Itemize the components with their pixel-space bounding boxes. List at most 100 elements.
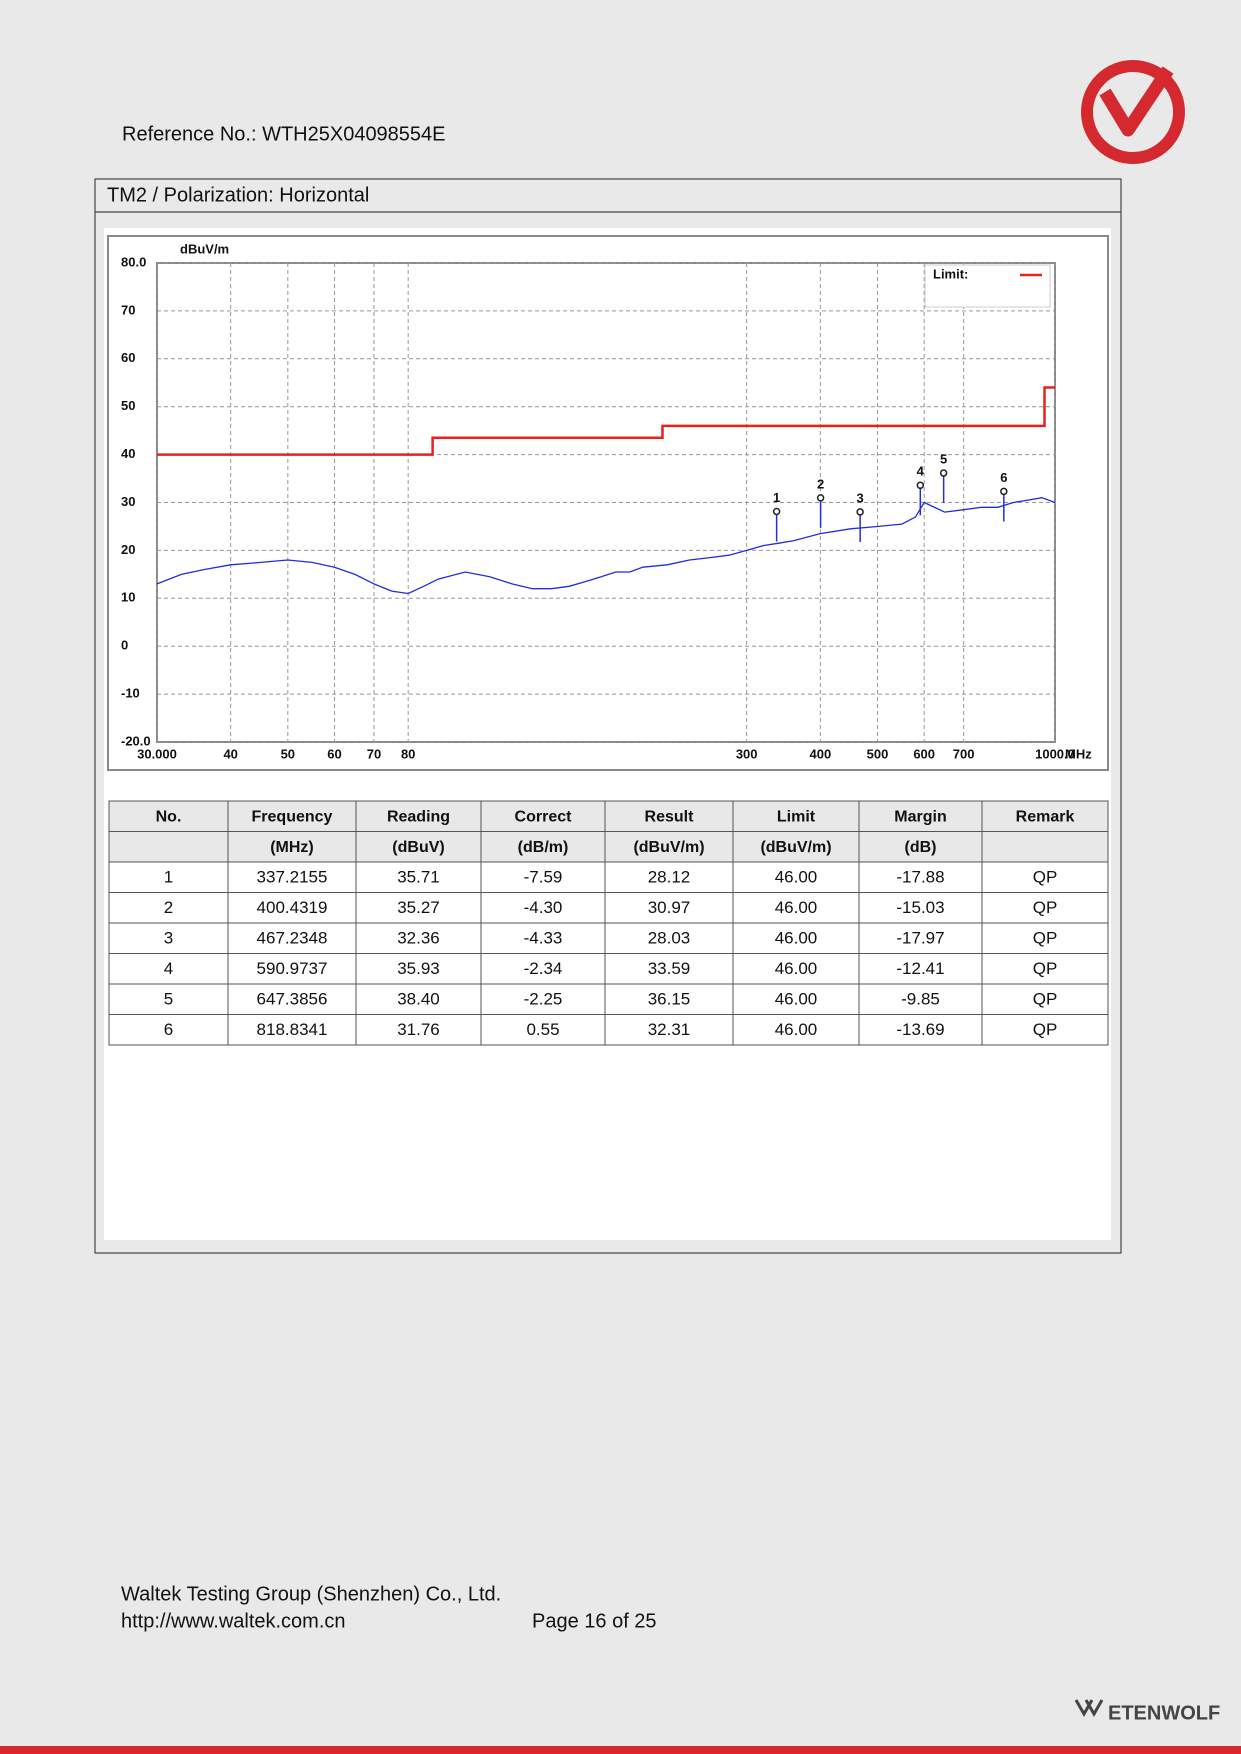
section-frame [94,178,1122,1254]
marker [916,481,925,490]
series-line [157,386,1055,456]
table-cell: -13.69 [896,1020,944,1039]
table-cell: 4 [164,959,173,978]
marker-label: 3 [857,490,864,505]
table-cell: 33.59 [648,959,691,978]
x-tick-label: 60 [327,746,341,761]
table-cell: 35.71 [397,868,440,887]
table-row [108,953,1109,985]
table-cell: -17.97 [896,929,944,948]
section-title: TM2 / Polarization: Horizontal [107,184,369,206]
table-cell: 35.27 [397,898,440,917]
y-tick-label: 80.0 [121,254,146,269]
table-cell: -15.03 [896,898,944,917]
table-cell: 36.15 [648,990,691,1009]
table-cell: -9.85 [901,990,940,1009]
table-cell: 3 [164,929,173,948]
table-cell: 6 [164,1020,173,1039]
legend-box [924,264,1051,308]
y-tick-label: 60 [121,350,135,365]
marker-label: 2 [817,476,824,491]
table-cell: 46.00 [775,990,818,1009]
x-tick-label: 70 [367,746,381,761]
y-axis-unit: dBuV/m [180,241,229,256]
header-cell: (dBuV) [392,839,444,856]
footer-company: Waltek Testing Group (Shenzhen) Co., Ltd… [121,1583,501,1605]
table-cell: 337.2155 [257,868,328,887]
table-cell: -2.34 [524,959,563,978]
marker-label: 4 [917,464,925,479]
table-cell: 31.76 [397,1020,440,1039]
header-cell: Result [645,808,695,825]
table-cell: QP [1033,1020,1058,1039]
x-tick-label: 1000.0 [1035,746,1075,761]
y-tick-label: 40 [121,446,135,461]
x-tick-label: 300 [736,746,758,761]
table-cell: -12.41 [896,959,944,978]
table-cell: -17.88 [896,868,944,887]
y-tick-label: -10 [121,686,140,701]
table-row [108,861,1109,893]
x-tick-label: 40 [223,746,237,761]
x-tick-label: 80 [401,746,415,761]
table-cell: 400.4319 [257,898,328,917]
table-cell: 590.9737 [257,959,328,978]
header-cell: (dBuV/m) [633,839,704,856]
table-cell: -7.59 [524,868,563,887]
footer-url: http://www.waltek.com.cn [121,1610,346,1632]
table-cell: 28.03 [648,929,691,948]
x-tick-label: 700 [953,746,975,761]
chart: -20.0 -10 0 10 20 30 40 50 60 70 80.0 30.000 40 50 60 7… [121,254,1092,761]
header-cell: Margin [894,808,946,825]
table-cell: -4.33 [524,929,563,948]
table-cell: 30.97 [648,898,691,917]
marker [816,494,825,502]
header-cell: Limit [777,808,816,825]
x-axis-unit: MHz [1065,746,1092,761]
y-tick-label: 50 [121,398,135,413]
x-tick-label: 500 [867,746,889,761]
table-cell: QP [1033,959,1058,978]
table-cell: 5 [164,990,173,1009]
x-tick-label: 50 [281,746,295,761]
table-cell: 818.8341 [257,1020,328,1039]
marker [772,507,781,516]
page-number: Page 16 of 25 [532,1610,657,1632]
header-cell: (MHz) [270,839,314,856]
legend-label: Limit: [933,266,968,281]
table-cell: QP [1033,898,1058,917]
table-cell: 35.93 [397,959,440,978]
y-tick-label: -20.0 [121,733,151,748]
y-tick-label: 70 [121,302,135,317]
brand-icon [1074,1699,1104,1718]
bottom-bar [0,1746,1241,1754]
header-cell: Remark [1016,808,1075,825]
header-row [108,831,1109,863]
table-cell: 32.31 [648,1020,691,1039]
table-cell: 1 [164,868,173,887]
header-cell: No. [156,808,182,825]
table-cell: 647.3856 [257,990,328,1009]
table-row [108,922,1109,954]
brand-name: ETENWOLF [1108,1702,1220,1724]
x-tick-label: 30.000 [137,746,177,761]
series-line [156,497,1056,595]
y-tick-label: 0 [121,638,128,653]
table-cell: 2 [164,898,173,917]
marker [856,508,864,516]
y-tick-label: 10 [121,590,135,605]
x-tick-label: 600 [913,746,935,761]
table-cell: 46.00 [775,929,818,948]
table-cell: QP [1033,929,1058,948]
table-cell: 46.00 [775,898,818,917]
marker [1000,487,1008,496]
table-cell: 46.00 [775,959,818,978]
marker-label: 6 [1000,470,1007,485]
table-cell: 46.00 [775,1020,818,1039]
header-cell: Correct [515,808,573,825]
table-cell: 28.12 [648,868,691,887]
marker [939,469,948,477]
table-cell: 46.00 [775,868,818,887]
